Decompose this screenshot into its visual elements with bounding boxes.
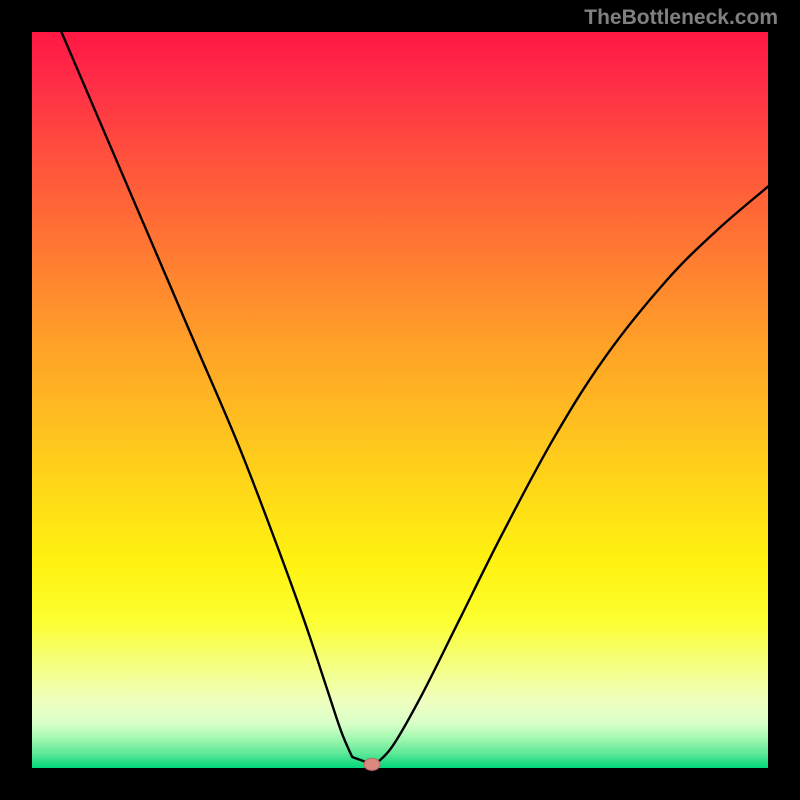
watermark-text: TheBottleneck.com — [584, 6, 778, 30]
optimal-marker — [364, 758, 380, 770]
plot-background — [32, 32, 768, 768]
chart-svg — [0, 0, 800, 800]
chart-container: TheBottleneck.com — [0, 0, 800, 800]
